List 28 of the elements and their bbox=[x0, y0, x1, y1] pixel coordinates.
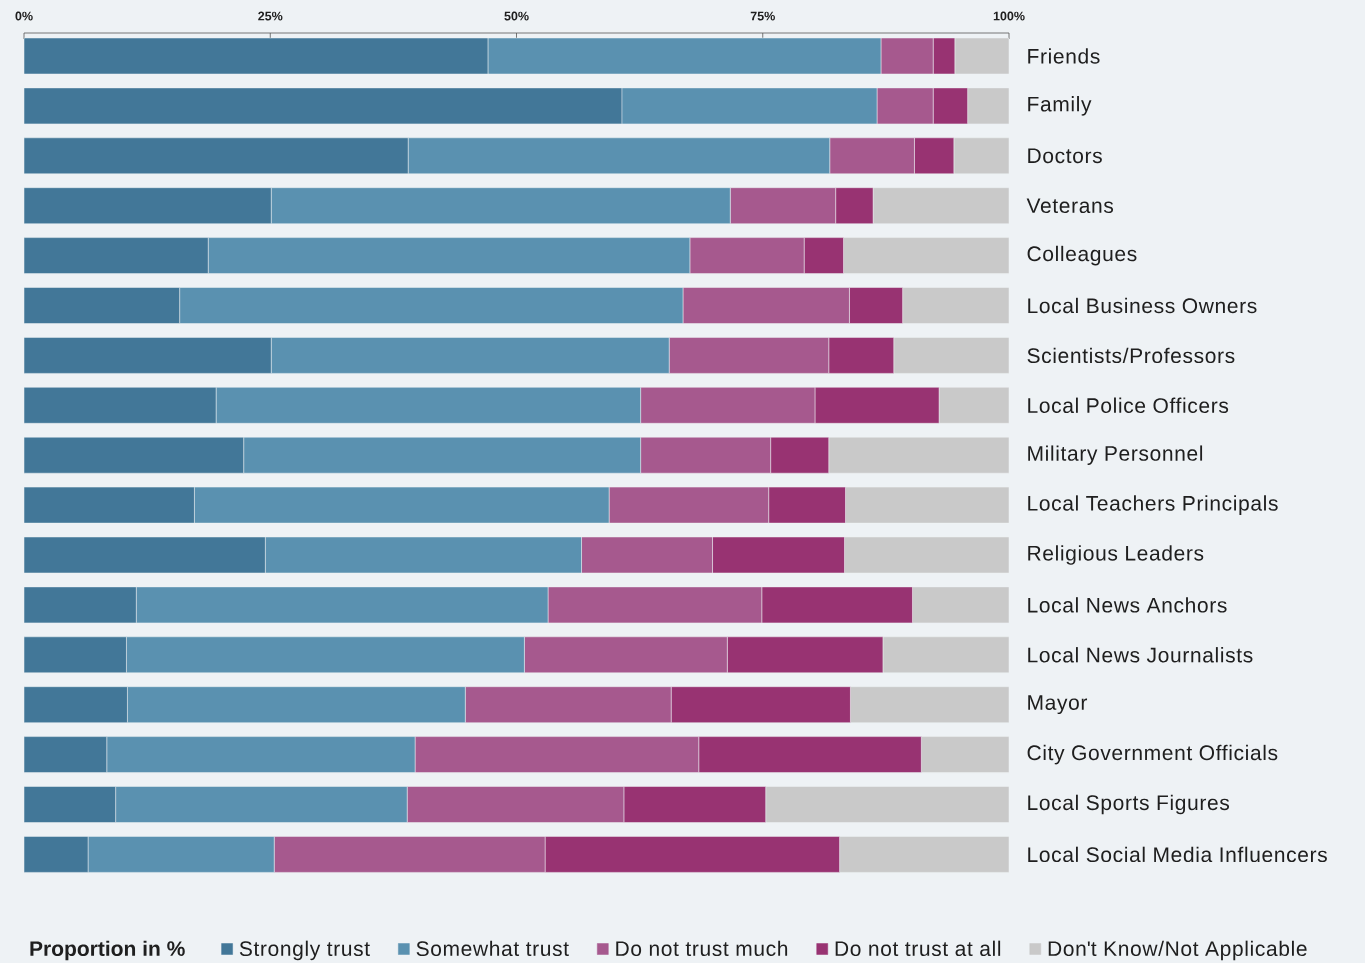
y-tick-label: City Government Officials bbox=[1027, 744, 1278, 765]
x-tick-label: 100% bbox=[993, 11, 1025, 21]
y-tick-label: Family bbox=[1028, 96, 1092, 116]
y-tick-label: Local Social Media Influencers bbox=[1028, 846, 1327, 863]
y-tick-label: Mayor bbox=[1028, 695, 1088, 715]
x-tick-label: 50% bbox=[504, 11, 529, 21]
y-tick-label: Local News Journalists bbox=[1028, 647, 1253, 663]
y-tick-label: Local Teachers Principals bbox=[1028, 495, 1278, 515]
y-tick-label: Religious Leaders bbox=[1028, 545, 1204, 565]
legend-label: Do not trust at all bbox=[835, 940, 1001, 957]
y-tick-label: Colleagues bbox=[1027, 245, 1137, 266]
y-tick-label: Local Sports Figures bbox=[1028, 794, 1230, 815]
y-tick-label: Local Police Officers bbox=[1028, 397, 1229, 414]
y-tick-label: Friends bbox=[1028, 48, 1100, 64]
legend-label: Strongly trust bbox=[239, 940, 370, 961]
y-tick-label: Military Personnel bbox=[1028, 445, 1203, 465]
x-tick-label: 75% bbox=[750, 11, 775, 21]
x-tick-label: 0% bbox=[15, 11, 33, 21]
y-tick-label: Scientists/Professors bbox=[1027, 347, 1235, 364]
y-tick-label: Local News Anchors bbox=[1028, 597, 1227, 613]
y-tick-label: Doctors bbox=[1028, 148, 1102, 164]
x-tick-label: 25% bbox=[258, 11, 283, 21]
y-tick-label: Local Business Owners bbox=[1028, 297, 1257, 314]
y-tick-label: Veterans bbox=[1026, 198, 1114, 214]
legend-label: Somewhat trust bbox=[416, 940, 569, 957]
legend-title: Proportion in % bbox=[30, 940, 185, 961]
legend-label: Do not trust much bbox=[616, 940, 788, 957]
legend-label: Don't Know/Not Applicable bbox=[1048, 940, 1307, 961]
